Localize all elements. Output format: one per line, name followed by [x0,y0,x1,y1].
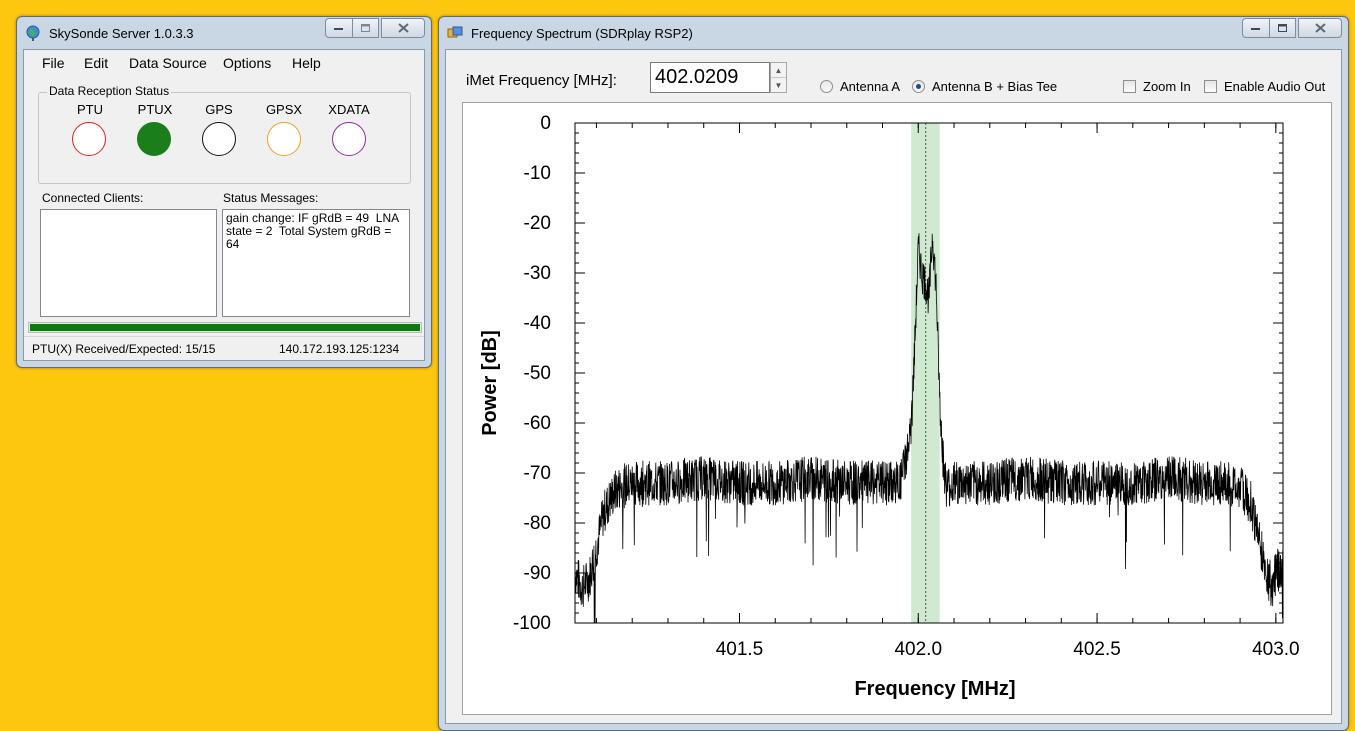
y-axis-label: Power [dB] [479,330,501,436]
y-tick-label: 0 [540,113,551,134]
maximize-button[interactable] [352,18,379,38]
y-tick-label: -20 [524,213,551,234]
checkbox-icon [1204,80,1217,93]
menu-help[interactable]: Help [292,55,321,71]
minimize-button[interactable] [325,18,352,38]
x-tick-label: 401.5 [716,639,764,660]
indicator-led-xdata [332,122,366,156]
menu-data-source[interactable]: Data Source [129,55,207,71]
enable-audio-checkbox[interactable]: Enable Audio Out [1204,79,1325,94]
indicator-led-ptu [72,122,106,156]
indicator-label-ptu: PTU [77,102,103,117]
y-tick-label: -80 [524,513,551,534]
antenna-b-radio[interactable]: Antenna B + Bias Tee [912,79,1057,94]
status-message-text: gain change: IF gRdB = 49 LNA state = 2 … [226,211,400,251]
close-icon [1314,23,1326,33]
spectrum-toolbar: iMet Frequency [MHz]: ▲ ▼ Antenna A Ante… [446,50,1341,96]
spectrum-plot-panel[interactable]: 401.5 402.0 402.5 403.0 0 -10 -20 -30 -40 -50 -60 -… [462,102,1332,715]
indicator-led-gps [202,122,236,156]
connected-clients-label: Connected Clients: [42,191,144,205]
close-icon [397,23,409,33]
close-button[interactable] [1298,18,1342,38]
maximize-icon [360,23,370,32]
spectrum-window-title: Frequency Spectrum (SDRplay RSP2) [471,26,693,41]
plot-area-border [574,122,1284,624]
checkbox-icon [1123,80,1136,93]
radio-on-icon [912,80,925,93]
y-tick-label: -30 [524,263,551,284]
spectrum-title-bar[interactable]: Frequency Spectrum (SDRplay RSP2) [439,17,1348,49]
server-address-text: 140.172.193.125:1234 [279,342,400,356]
y-tick-label: -70 [524,463,551,484]
indicator-label-ptux: PTUX [137,102,173,117]
radio-off-icon [820,80,833,93]
server-window-title: SkySonde Server 1.0.3.3 [49,26,194,41]
menu-file[interactable]: File [42,55,65,71]
indicator-label-gps: GPS [205,102,233,117]
enable-audio-label: Enable Audio Out [1224,79,1326,94]
spin-up-icon[interactable]: ▲ [771,63,786,78]
maximize-button[interactable] [1269,18,1296,38]
menu-options[interactable]: Options [223,55,272,71]
x-tick-label: 402.5 [1073,639,1121,660]
minimize-icon [1251,28,1260,30]
antenna-a-label: Antenna A [840,79,900,94]
reception-progress-bar [28,322,422,333]
minimize-button[interactable] [1242,18,1269,38]
status-bar: PTU(X) Received/Expected: 15/15 140.172.… [24,336,424,360]
frequency-spectrum-window: Frequency Spectrum (SDRplay RSP2) iMet F… [438,16,1349,731]
globe-app-icon [26,25,40,41]
x-tick-label: 402.0 [894,639,942,660]
x-axis-label: Frequency [MHz] [854,678,1015,700]
spectrum-chart[interactable]: 401.5 402.0 402.5 403.0 0 -10 -20 -30 -40 -50 -60 -… [463,103,1331,714]
spin-down-icon[interactable]: ▼ [774,80,783,90]
zoom-in-label: Zoom In [1143,79,1191,94]
indicator-label-gpsx: GPSX [265,102,303,117]
server-title-bar[interactable]: SkySonde Server 1.0.3.3 [17,17,431,49]
connected-clients-list[interactable] [40,209,217,317]
received-expected-text: PTU(X) Received/Expected: 15/15 [32,342,216,356]
spectrum-trace [574,233,1284,624]
y-tick-label: -40 [524,313,551,334]
skysonde-server-window: SkySonde Server 1.0.3.3 File Edit Data S… [16,16,432,368]
antenna-a-radio[interactable]: Antenna A [820,79,900,94]
minimize-icon [334,28,343,30]
y-tick-label: -10 [524,163,551,184]
y-tick-label: -60 [524,413,551,434]
reception-progress-fill [30,324,420,331]
x-tick-label: 403.0 [1252,639,1300,660]
y-tick-label: -50 [524,363,551,384]
status-messages-label: Status Messages: [223,191,319,205]
indicator-led-ptux [137,122,171,156]
y-tick-label: -100 [513,613,551,634]
data-reception-status-label: Data Reception Status [47,84,172,98]
zoom-in-checkbox[interactable]: Zoom In [1123,79,1191,94]
status-messages-box[interactable]: gain change: IF gRdB = 49 LNA state = 2 … [222,209,410,317]
indicator-led-gpsx [267,122,301,156]
imet-frequency-input[interactable] [650,62,770,93]
menu-edit[interactable]: Edit [84,55,109,71]
data-reception-status-group: Data Reception Status [38,84,411,184]
indicator-label-xdata: XDATA [328,102,370,117]
antenna-b-label: Antenna B + Bias Tee [932,79,1058,94]
menu-bar: File Edit Data Source Options Help [24,50,424,76]
spectrum-client-area: iMet Frequency [MHz]: ▲ ▼ Antenna A Ante… [445,49,1342,724]
y-tick-label: -90 [524,563,551,584]
close-button[interactable] [381,18,425,38]
frequency-spinner[interactable]: ▲ ▼ [770,62,787,93]
server-client-area: File Edit Data Source Options Help Data … [23,49,425,361]
imet-frequency-label: iMet Frequency [MHz]: [466,72,617,89]
maximize-icon [1277,23,1287,32]
window-app-icon [447,26,463,38]
